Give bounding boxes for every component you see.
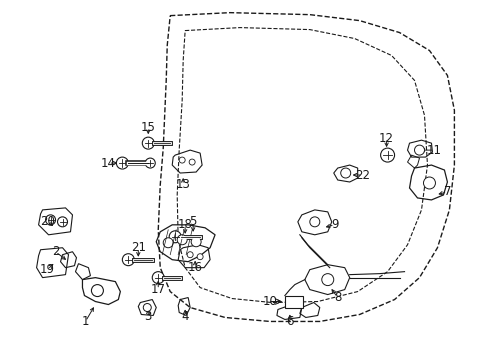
Circle shape [191, 237, 201, 247]
Circle shape [169, 231, 181, 243]
Circle shape [58, 217, 67, 227]
Text: 18: 18 [177, 218, 192, 231]
Text: 1: 1 [81, 315, 89, 328]
Text: 3: 3 [144, 310, 152, 323]
Text: 14: 14 [101, 157, 116, 170]
Circle shape [309, 217, 319, 227]
Text: 12: 12 [378, 132, 393, 145]
Circle shape [414, 145, 424, 155]
Circle shape [187, 252, 193, 258]
Circle shape [163, 238, 173, 248]
Text: 7: 7 [443, 185, 450, 198]
Circle shape [142, 137, 154, 149]
Circle shape [145, 158, 155, 168]
Text: 15: 15 [141, 121, 155, 134]
Circle shape [177, 235, 187, 245]
Bar [285, 296, 302, 307]
Text: 20: 20 [40, 215, 55, 228]
Circle shape [197, 254, 203, 260]
Text: 2: 2 [52, 245, 59, 258]
Circle shape [189, 159, 195, 165]
Circle shape [321, 274, 333, 285]
Text: 8: 8 [333, 291, 341, 304]
Text: 9: 9 [330, 218, 338, 231]
Text: 6: 6 [285, 315, 293, 328]
Text: 10: 10 [262, 295, 277, 308]
Circle shape [116, 157, 128, 169]
Text: 17: 17 [150, 283, 165, 296]
Circle shape [45, 215, 56, 225]
Text: 22: 22 [354, 168, 369, 181]
Circle shape [91, 285, 103, 297]
Text: 4: 4 [181, 310, 188, 323]
Circle shape [340, 168, 350, 178]
Text: 11: 11 [426, 144, 441, 157]
Text: 13: 13 [175, 179, 190, 192]
Text: 21: 21 [130, 241, 145, 254]
Circle shape [143, 303, 151, 311]
Circle shape [152, 272, 164, 284]
Circle shape [122, 254, 134, 266]
Text: 16: 16 [187, 261, 202, 274]
Circle shape [423, 177, 435, 189]
Text: 5: 5 [189, 215, 197, 228]
Circle shape [179, 157, 185, 163]
Text: 19: 19 [40, 263, 55, 276]
Circle shape [380, 148, 394, 162]
